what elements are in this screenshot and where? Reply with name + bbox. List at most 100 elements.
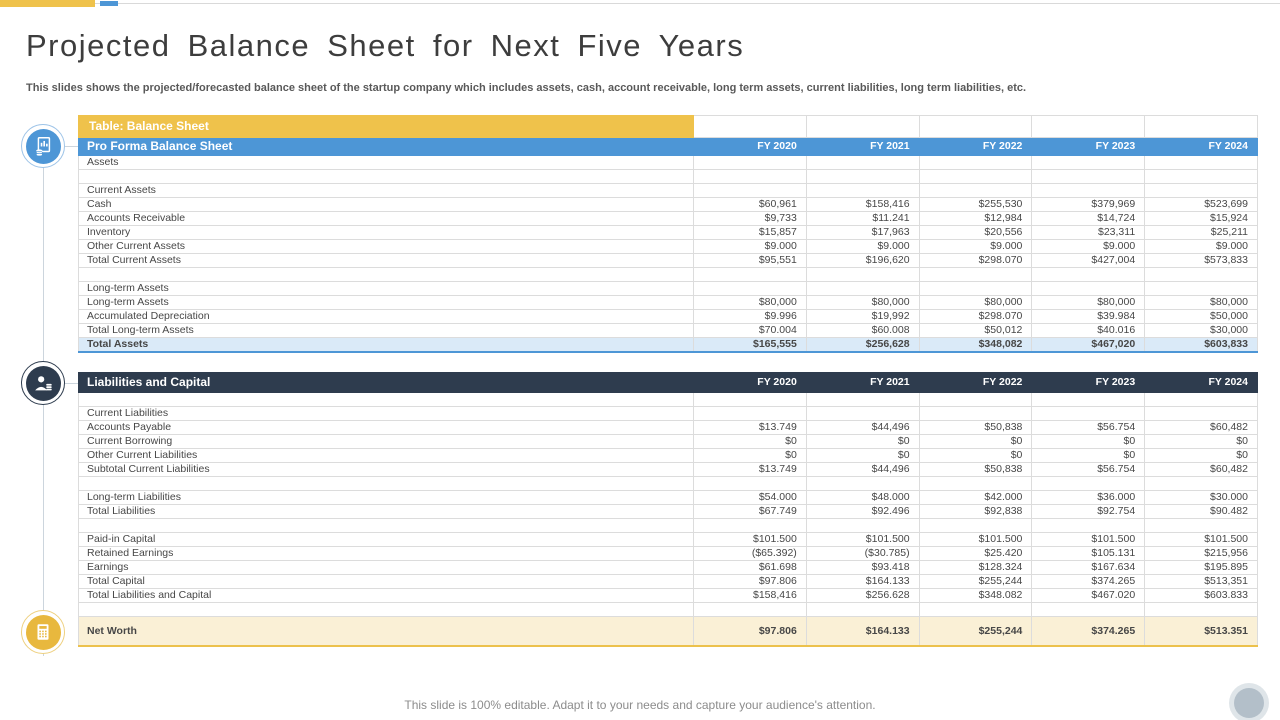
- cell-value[interactable]: [1144, 267, 1258, 282]
- row-label[interactable]: Subtotal Current Liabilities: [78, 462, 694, 477]
- column-header-fy2023[interactable]: FY 2023: [1031, 372, 1146, 393]
- cell-value[interactable]: [1031, 518, 1146, 533]
- cell-value[interactable]: $17,963: [805, 225, 920, 240]
- cell-value[interactable]: $61.698: [693, 560, 807, 575]
- row-label[interactable]: [78, 169, 694, 184]
- cell-value[interactable]: $101.500: [918, 532, 1033, 547]
- cell-value[interactable]: $56.754: [1031, 420, 1146, 435]
- cell-value[interactable]: [918, 518, 1033, 533]
- cell-value[interactable]: $0: [918, 448, 1033, 463]
- cell-value[interactable]: $60.008: [805, 323, 920, 338]
- cell-value[interactable]: $0: [1144, 434, 1258, 449]
- row-label[interactable]: Long-term Assets: [78, 281, 694, 296]
- cell-value[interactable]: $92,838: [918, 504, 1033, 519]
- cell-value[interactable]: $39.984: [1031, 309, 1146, 324]
- cell-value[interactable]: $379,969: [1031, 197, 1146, 212]
- cell-value[interactable]: $50,000: [1144, 309, 1258, 324]
- cell-value[interactable]: [693, 476, 807, 491]
- cell-value[interactable]: [1031, 602, 1146, 617]
- row-label[interactable]: [78, 476, 694, 491]
- cell-value[interactable]: $0: [693, 448, 807, 463]
- column-header-fy2024[interactable]: FY 2024: [1144, 372, 1258, 393]
- cell-value[interactable]: $92.754: [1031, 504, 1146, 519]
- cell-value[interactable]: $573,833: [1144, 253, 1258, 268]
- cell-value[interactable]: [1031, 281, 1146, 296]
- cell-value[interactable]: $0: [1031, 434, 1146, 449]
- row-label[interactable]: Inventory: [78, 225, 694, 240]
- row-label[interactable]: Total Liabilities: [78, 504, 694, 519]
- cell-value[interactable]: $23,311: [1031, 225, 1146, 240]
- row-label[interactable]: Cash: [78, 197, 694, 212]
- cell-value[interactable]: $0: [805, 434, 920, 449]
- cell-value[interactable]: $42.000: [918, 490, 1033, 505]
- cell-value[interactable]: [1144, 518, 1258, 533]
- cell-value[interactable]: $40.016: [1031, 323, 1146, 338]
- cell-value[interactable]: $11.241: [805, 211, 920, 226]
- cell-value[interactable]: $60,482: [1144, 420, 1258, 435]
- cell-value[interactable]: $44,496: [805, 420, 920, 435]
- row-label[interactable]: [78, 518, 694, 533]
- cell-value[interactable]: $467,020: [1031, 337, 1146, 353]
- cell-value[interactable]: [693, 169, 807, 184]
- cell-value[interactable]: $9.000: [693, 239, 807, 254]
- cell-value[interactable]: $60,482: [1144, 462, 1258, 477]
- cell-value[interactable]: [805, 183, 920, 198]
- cell-value[interactable]: $164.133: [805, 574, 920, 589]
- cell-value[interactable]: $97.806: [693, 616, 807, 647]
- cell-value[interactable]: $195.895: [1144, 560, 1258, 575]
- cell-value[interactable]: $0: [1144, 448, 1258, 463]
- cell-value[interactable]: $97.806: [693, 574, 807, 589]
- column-header-fy2020[interactable]: FY 2020: [693, 372, 807, 393]
- cell-value[interactable]: $0: [1031, 448, 1146, 463]
- cell-value[interactable]: [1144, 406, 1258, 421]
- cell-value[interactable]: $25,211: [1144, 225, 1258, 240]
- cell-value[interactable]: [918, 476, 1033, 491]
- row-label[interactable]: Net Worth: [78, 616, 694, 647]
- cell-value[interactable]: [918, 155, 1033, 170]
- cell-value[interactable]: [1031, 155, 1146, 170]
- row-label[interactable]: [78, 602, 694, 617]
- cell-value[interactable]: $0: [918, 434, 1033, 449]
- row-label[interactable]: Total Current Assets: [78, 253, 694, 268]
- cell-value[interactable]: $36.000: [1031, 490, 1146, 505]
- cell-value[interactable]: $56.754: [1031, 462, 1146, 477]
- row-label[interactable]: Retained Earnings: [78, 546, 694, 561]
- cell-value[interactable]: $9.000: [805, 239, 920, 254]
- row-label[interactable]: Current Assets: [78, 183, 694, 198]
- row-label[interactable]: [78, 392, 694, 407]
- cell-value[interactable]: $348,082: [918, 337, 1033, 353]
- cell-value[interactable]: [918, 169, 1033, 184]
- cell-value[interactable]: $44,496: [805, 462, 920, 477]
- cell-value[interactable]: [693, 267, 807, 282]
- cell-value[interactable]: [918, 281, 1033, 296]
- cell-value[interactable]: [693, 392, 807, 407]
- assets-section-title[interactable]: Pro Forma Balance Sheet: [78, 137, 694, 156]
- cell-value[interactable]: ($65.392): [693, 546, 807, 561]
- row-label[interactable]: Earnings: [78, 560, 694, 575]
- cell-value[interactable]: $12,984: [918, 211, 1033, 226]
- column-header-fy2022[interactable]: FY 2022: [918, 137, 1033, 156]
- cell-value[interactable]: [1031, 267, 1146, 282]
- row-label[interactable]: Paid-in Capital: [78, 532, 694, 547]
- cell-value[interactable]: $128.324: [918, 560, 1033, 575]
- row-label[interactable]: Current Borrowing: [78, 434, 694, 449]
- cell-value[interactable]: $92.496: [805, 504, 920, 519]
- cell-value[interactable]: $25.420: [918, 546, 1033, 561]
- table-caption[interactable]: Table: Balance Sheet: [78, 115, 694, 138]
- cell-value[interactable]: $13.749: [693, 420, 807, 435]
- cell-value[interactable]: [1144, 602, 1258, 617]
- liabilities-section-title[interactable]: Liabilities and Capital: [78, 372, 694, 393]
- cell-value[interactable]: [1031, 169, 1146, 184]
- cell-value[interactable]: $105.131: [1031, 546, 1146, 561]
- slide-subtitle[interactable]: This slides shows the projected/forecast…: [26, 82, 1027, 94]
- cell-value[interactable]: $13.749: [693, 462, 807, 477]
- cell-value[interactable]: [918, 267, 1033, 282]
- row-label[interactable]: Total Assets: [78, 337, 694, 353]
- cell-value[interactable]: $513,351: [1144, 574, 1258, 589]
- row-label[interactable]: [78, 267, 694, 282]
- cell-value[interactable]: [693, 281, 807, 296]
- row-label[interactable]: Long-term Liabilities: [78, 490, 694, 505]
- cell-value[interactable]: $93.418: [805, 560, 920, 575]
- cell-value[interactable]: [693, 406, 807, 421]
- cell-value[interactable]: $48.000: [805, 490, 920, 505]
